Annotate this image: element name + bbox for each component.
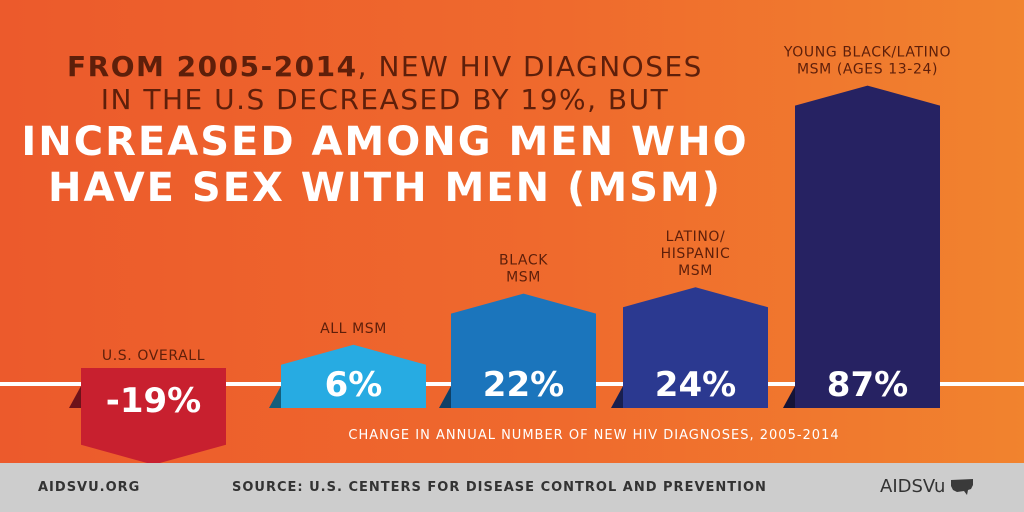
bar-group-1: 6% ALL MSM	[269, 321, 426, 408]
category-label-3-1: HISPANIC	[661, 246, 731, 262]
bar-4	[795, 85, 940, 408]
footer-source: SOURCE: U.S. CENTERS FOR DISEASE CONTROL…	[232, 480, 767, 495]
bar-1	[281, 344, 426, 408]
category-label-3-2: MSM	[678, 263, 713, 279]
aidsvu-logo: AIDSVu	[880, 476, 975, 497]
logo-wordmark: AIDSVu	[880, 476, 946, 497]
headline-line-2: IN THE U.S DECREASED BY 19%, BUT	[100, 83, 670, 116]
category-label-3-0: LATINO/	[666, 229, 726, 245]
headline-years: FROM 2005-2014	[67, 50, 358, 83]
footer-bar: AIDSVU.ORG SOURCE: U.S. CENTERS FOR DISE…	[0, 463, 1024, 512]
bar-group-0: -19% U.S. OVERALL	[69, 348, 226, 465]
value-label-2: 22%	[483, 365, 564, 405]
category-label-0-0: U.S. OVERALL	[102, 348, 205, 364]
bar-3	[623, 287, 768, 408]
headline-line-1-rest: , NEW HIV DIAGNOSES	[357, 50, 703, 83]
category-label-1-0: ALL MSM	[320, 321, 387, 337]
bar-2	[451, 293, 596, 408]
usa-map-icon	[951, 478, 974, 495]
category-label-4-1: MSM (AGES 13-24)	[797, 62, 938, 78]
category-label-4-0: YOUNG BLACK/LATINO	[783, 45, 951, 61]
value-label-3: 24%	[655, 365, 736, 405]
category-label-2-1: MSM	[506, 270, 541, 286]
headline-line-4: HAVE SEX WITH MEN (MSM)	[47, 165, 723, 211]
footer-site-link[interactable]: AIDSVU.ORG	[38, 480, 141, 495]
category-label-2-0: BLACK	[499, 253, 548, 269]
value-label-0: -19%	[106, 381, 202, 421]
value-label-4: 87%	[827, 365, 908, 405]
chart-caption: CHANGE IN ANNUAL NUMBER OF NEW HIV DIAGN…	[348, 428, 840, 443]
value-label-1: 6%	[325, 365, 383, 405]
headline-line-3: INCREASED AMONG MEN WHO	[21, 119, 749, 165]
headline-line-1: FROM 2005-2014, NEW HIV DIAGNOSES	[0, 53, 770, 81]
bar-0	[81, 368, 226, 465]
